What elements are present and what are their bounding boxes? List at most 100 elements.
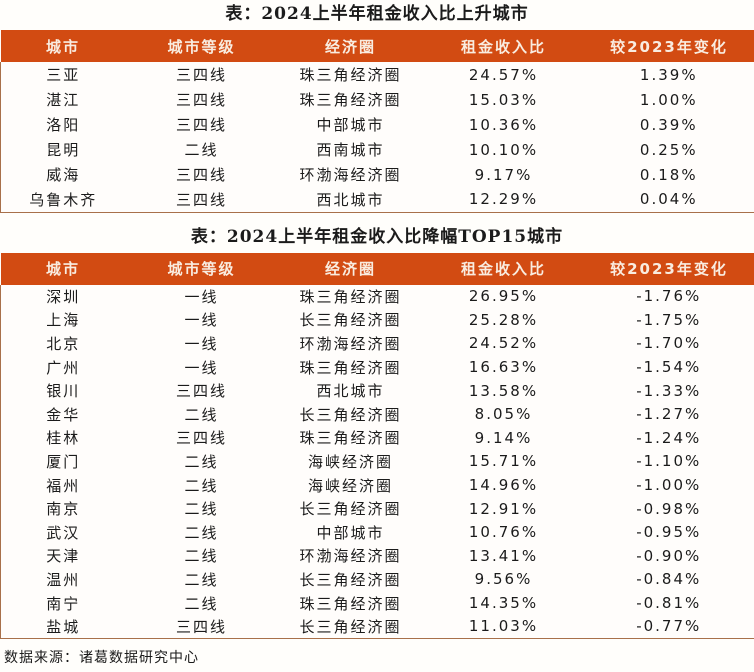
table-header: 城市 城市等级 经济圈 租金收入比 较2023年变化	[0, 252, 754, 285]
table-cell: 一线	[184, 334, 219, 353]
table-row: 广州 一线 珠三角经济圈 16.63% -1.54%	[1, 355, 754, 379]
data-source-note: 数据来源：诸葛数据研究中心	[4, 649, 199, 666]
table-body: 三亚 三四线 珠三角经济圈 24.57% 1.39% 湛江 三四线 珠三角经济圈 15.03% 1…	[0, 62, 754, 212]
table-cell: 南宁	[46, 594, 81, 613]
table-cell: 12.91%	[468, 499, 539, 518]
table-header-row: 城市 城市等级 经济圈 租金收入比 较2023年变化	[0, 30, 754, 62]
table-cell: -0.95%	[636, 523, 702, 542]
table-row: 盐城 三四线 长三角经济圈 11.03% -0.77%	[1, 615, 754, 639]
table-cell: 二线	[184, 523, 219, 542]
table-row: 洛阳 三四线 中部城市 10.36% 0.39%	[1, 112, 754, 137]
table-cell: 海峡经济圈	[307, 476, 393, 495]
table-cell: 三四线	[175, 91, 227, 109]
table-cell: 珠三角经济圈	[299, 358, 402, 377]
table-cell: 长三角经济圈	[299, 311, 402, 330]
table-cell: 西北城市	[316, 190, 385, 209]
table-cell: 环渤海经济圈	[299, 166, 402, 184]
table-cell: 上海	[46, 311, 81, 330]
table-row: 武汉 二线 中部城市 10.76% -0.95%	[1, 520, 754, 544]
table-cell: 三四线	[175, 382, 227, 401]
table-cell: -0.77%	[636, 617, 702, 636]
table-row: 威海 三四线 环渤海经济圈 9.17% 0.18%	[1, 162, 754, 187]
table-cell: 16.63%	[468, 358, 539, 377]
table-cell: 26.95%	[468, 287, 539, 306]
table-cell: 12.29%	[468, 190, 539, 209]
column-header: 租金收入比	[423, 252, 584, 285]
column-header: 城市等级	[125, 252, 278, 285]
table-cell: 中部城市	[316, 116, 385, 134]
table-cell: 金华	[46, 405, 81, 424]
table-cell: 珠三角经济圈	[299, 91, 402, 109]
table-cell: 25.28%	[468, 310, 539, 329]
table-cell: 15.03%	[468, 90, 539, 109]
table-cell: 二线	[184, 500, 219, 519]
table-row: 上海 一线 长三角经济圈 25.28% -1.75%	[1, 308, 754, 332]
table-cell: 湛江	[46, 91, 81, 109]
table-cell: 长三角经济圈	[299, 617, 402, 636]
table-header: 城市 城市等级 经济圈 租金收入比 较2023年变化	[0, 30, 754, 62]
table-cell: 一线	[184, 311, 219, 330]
column-header: 较2023年变化	[583, 252, 754, 285]
table-row: 昆明 二线 西南城市 10.10% 0.25%	[1, 137, 754, 162]
table-row: 银川 三四线 西北城市 13.58% -1.33%	[1, 379, 754, 403]
falling-cities-table: 城市 城市等级 经济圈 租金收入比 较2023年变化 深圳 一线 珠三角经济圈 26.95% -…	[0, 252, 754, 639]
table-cell: 三四线	[175, 190, 227, 209]
table-row: 湛江 三四线 珠三角经济圈 15.03% 1.00%	[1, 87, 754, 112]
table-cell: 14.35%	[468, 594, 539, 613]
table-cell: 珠三角经济圈	[299, 287, 402, 306]
table-cell: 10.76%	[468, 523, 539, 542]
table-cell: 珠三角经济圈	[299, 594, 402, 613]
table-cell: 14.96%	[468, 476, 539, 495]
table-cell: 洛阳	[46, 116, 81, 134]
table-cell: -1.54%	[636, 358, 702, 377]
table-row: 南宁 二线 珠三角经济圈 14.35% -0.81%	[1, 591, 754, 615]
table-cell: 15.71%	[468, 452, 539, 471]
table-cell: 10.10%	[468, 140, 539, 159]
table-cell: 乌鲁木齐	[29, 190, 98, 209]
table-cell: 环渤海经济圈	[299, 334, 402, 353]
table-cell: 0.25%	[639, 140, 698, 159]
table-row: 乌鲁木齐 三四线 西北城市 12.29% 0.04%	[1, 187, 754, 212]
table-cell: -0.81%	[636, 594, 702, 613]
rising-cities-table: 城市 城市等级 经济圈 租金收入比 较2023年变化 三亚 三四线 珠三角经济圈 24.57%…	[0, 30, 754, 213]
table-cell: 二线	[184, 141, 219, 159]
table-row: 温州 二线 长三角经济圈 9.56% -0.84%	[1, 568, 754, 592]
table-body: 深圳 一线 珠三角经济圈 26.95% -1.76% 上海 一线 长三角经济圈 25.28% -1…	[0, 284, 754, 639]
table-cell: 银川	[46, 382, 81, 401]
table-cell: 珠三角经济圈	[299, 66, 402, 84]
table-cell: 11.03%	[468, 617, 539, 636]
table-cell: 一线	[184, 287, 219, 306]
table-cell: 三四线	[175, 116, 227, 134]
table-cell: 威海	[46, 166, 81, 184]
table-row: 金华 二线 长三角经济圈 8.05% -1.27%	[1, 402, 754, 426]
table-cell: 13.41%	[468, 546, 539, 565]
table-cell: 温州	[46, 570, 81, 589]
table-cell: 9.56%	[474, 570, 533, 589]
table-cell: 中部城市	[316, 523, 385, 542]
table-cell: -1.70%	[636, 334, 702, 353]
table-cell: 9.14%	[474, 428, 533, 447]
table-cell: 昆明	[46, 141, 81, 159]
table-row: 天津 二线 环渤海经济圈 13.41% -0.90%	[1, 544, 754, 568]
table-cell: 0.18%	[639, 165, 698, 184]
table-cell: 武汉	[46, 523, 81, 542]
table-cell: 西北城市	[316, 382, 385, 401]
table-cell: 环渤海经济圈	[299, 547, 402, 566]
table-cell: 福州	[46, 476, 81, 495]
table-cell: 厦门	[46, 452, 81, 471]
table-row: 北京 一线 环渤海经济圈 24.52% -1.70%	[1, 332, 754, 356]
table-cell: 西南城市	[316, 141, 385, 159]
table-cell: 二线	[184, 452, 219, 471]
column-header: 经济圈	[277, 252, 424, 285]
table-row: 南京 二线 长三角经济圈 12.91% -0.98%	[1, 497, 754, 521]
table-cell: 一线	[184, 358, 219, 377]
table-cell: 10.36%	[468, 115, 539, 134]
table-cell: 二线	[184, 476, 219, 495]
table-cell: 三四线	[175, 166, 227, 184]
column-header: 较2023年变化	[583, 30, 754, 62]
table-cell: 长三角经济圈	[299, 405, 402, 424]
table-cell: 三四线	[175, 429, 227, 448]
table-row: 深圳 一线 珠三角经济圈 26.95% -1.76%	[1, 285, 754, 309]
table-cell: 1.00%	[639, 90, 698, 109]
falling-cities-table-title: 表：2024上半年租金收入比降幅TOP15城市	[190, 226, 564, 247]
